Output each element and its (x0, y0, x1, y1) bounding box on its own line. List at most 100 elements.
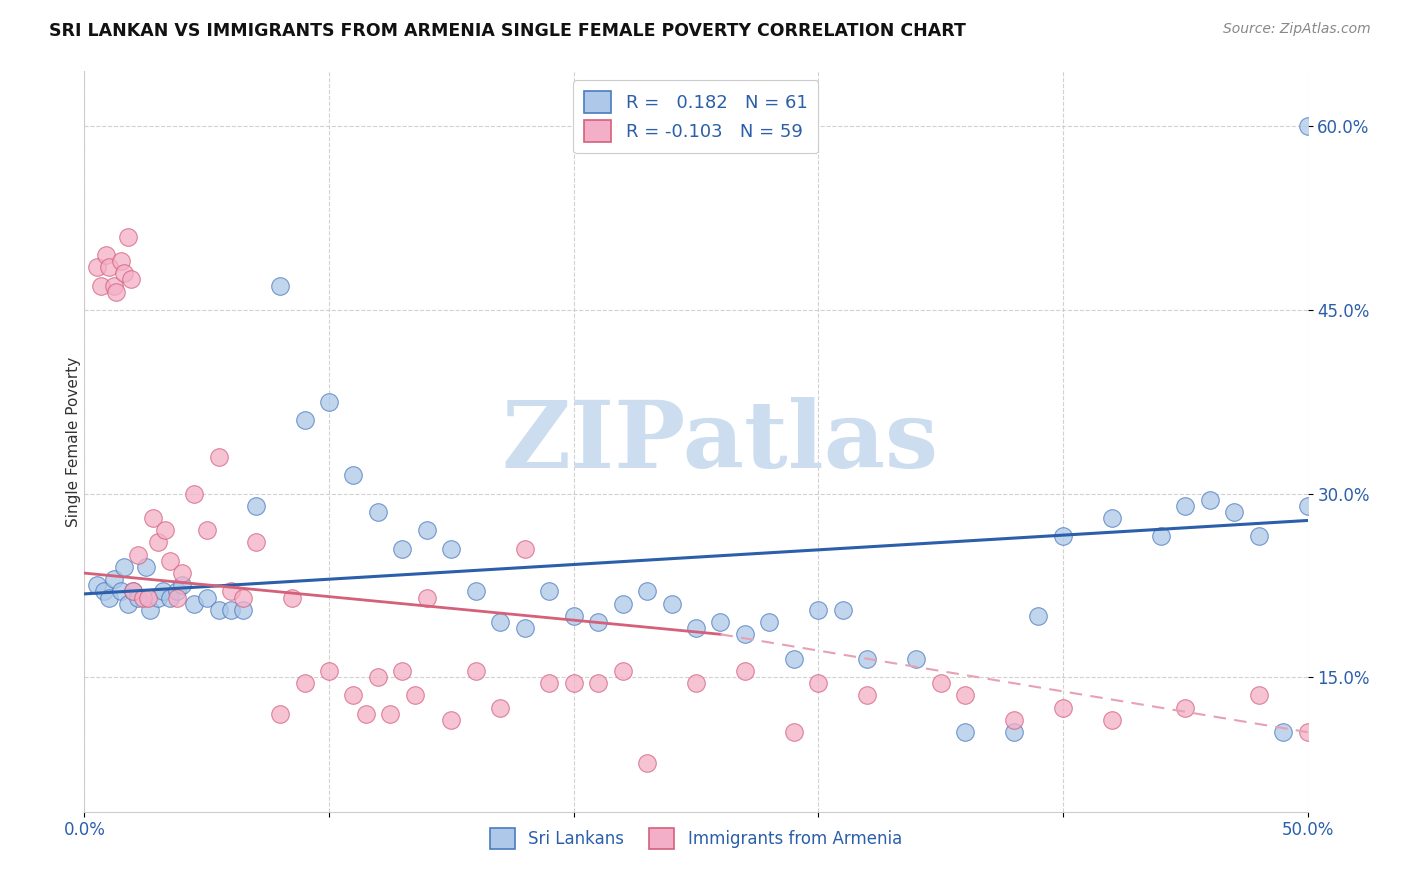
Point (1296, 725, 1319, 739)
Point (612, 664, 634, 678)
Point (734, 627, 756, 641)
Point (342, 689, 364, 703)
Point (440, 713, 463, 727)
Point (1198, 492, 1220, 507)
Point (562, 676, 585, 690)
Point (1101, 511, 1123, 525)
Point (232, 603, 254, 617)
Point (709, 615, 731, 629)
Point (132, 591, 155, 605)
Point (166, 584, 188, 599)
Point (96, 248, 118, 262)
Point (354, 706, 377, 721)
Text: Source: ZipAtlas.com: Source: ZipAtlas.com (1223, 22, 1371, 37)
Point (139, 603, 162, 617)
Point (146, 591, 169, 605)
Point (856, 652, 879, 666)
Point (110, 584, 132, 599)
Point (195, 523, 218, 537)
Point (90, 278, 112, 293)
Point (807, 676, 830, 690)
Point (856, 689, 879, 703)
Point (807, 603, 830, 617)
Point (905, 652, 928, 666)
Point (783, 652, 806, 666)
Point (538, 676, 561, 690)
Point (1296, 120, 1319, 134)
Point (245, 535, 267, 549)
Point (97, 591, 120, 605)
Point (97, 260, 120, 275)
Point (112, 560, 135, 574)
Point (183, 486, 205, 500)
Point (586, 615, 609, 629)
Point (1247, 689, 1270, 703)
Point (636, 584, 658, 599)
Point (112, 266, 135, 280)
Point (758, 615, 780, 629)
Point (127, 591, 149, 605)
Point (294, 676, 316, 690)
Point (1174, 499, 1197, 513)
Point (953, 689, 976, 703)
Point (783, 725, 806, 739)
Point (1052, 529, 1074, 543)
Point (391, 664, 413, 678)
Point (404, 689, 426, 703)
Point (183, 597, 205, 611)
Point (538, 584, 561, 599)
Point (127, 548, 149, 562)
Point (661, 597, 683, 611)
Point (685, 621, 707, 635)
Point (142, 511, 165, 525)
Point (117, 597, 139, 611)
Point (281, 591, 304, 605)
Text: SRI LANKAN VS IMMIGRANTS FROM ARMENIA SINGLE FEMALE POVERTY CORRELATION CHART: SRI LANKAN VS IMMIGRANTS FROM ARMENIA SI… (49, 22, 966, 40)
Point (269, 278, 291, 293)
Point (318, 664, 340, 678)
Point (489, 615, 512, 629)
Point (586, 676, 609, 690)
Point (105, 285, 128, 299)
Point (159, 554, 181, 568)
Point (172, 578, 194, 592)
Point (166, 591, 188, 605)
Point (232, 591, 254, 605)
Point (120, 272, 142, 286)
Point (152, 584, 174, 599)
Point (342, 468, 364, 483)
Point (159, 591, 181, 605)
Point (208, 603, 231, 617)
Point (122, 584, 145, 599)
Point (195, 591, 218, 605)
Point (294, 413, 316, 427)
Point (122, 584, 145, 599)
Point (416, 523, 439, 537)
Point (103, 572, 125, 586)
Point (562, 608, 585, 623)
Y-axis label: Single Female Poverty: Single Female Poverty (66, 357, 80, 526)
Point (208, 450, 231, 464)
Point (219, 584, 242, 599)
Legend: Sri Lankans, Immigrants from Armenia: Sri Lankans, Immigrants from Armenia (484, 822, 908, 855)
Point (416, 591, 439, 605)
Point (219, 603, 242, 617)
Point (86, 260, 108, 275)
Point (636, 756, 658, 770)
Point (1002, 713, 1025, 727)
Point (464, 664, 486, 678)
Point (831, 603, 853, 617)
Point (103, 278, 125, 293)
Point (367, 505, 389, 519)
Point (245, 499, 267, 513)
Point (146, 535, 169, 549)
Point (391, 541, 413, 556)
Point (135, 560, 157, 574)
Point (513, 621, 536, 635)
Point (1101, 713, 1123, 727)
Point (117, 229, 139, 244)
Point (172, 566, 194, 580)
Point (136, 591, 159, 605)
Point (464, 584, 486, 599)
Point (367, 670, 389, 684)
